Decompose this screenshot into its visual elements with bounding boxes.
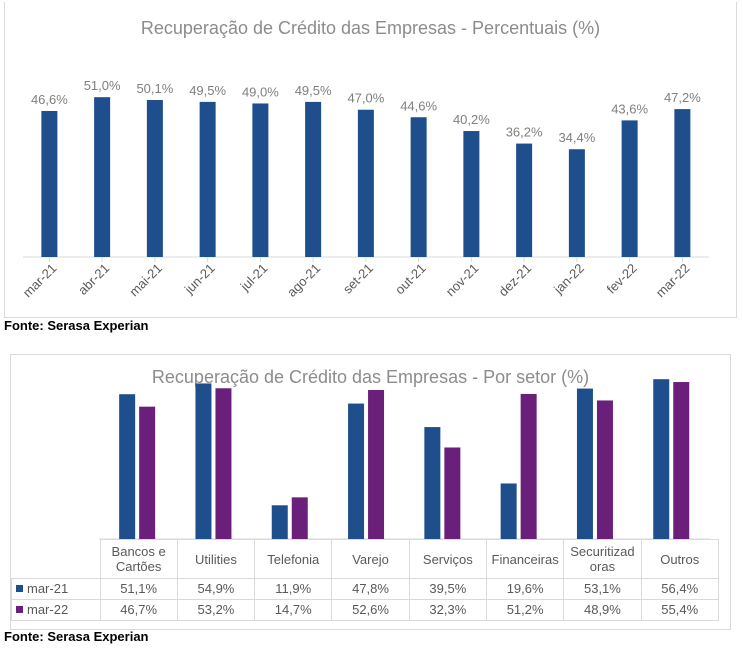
monthly-chart-panel: Recuperação de Crédito das Empresas - Pe…: [4, 2, 737, 318]
category-header-Varejo: Varejo: [331, 539, 410, 579]
bar-mar-21-Telefonia: [271, 505, 288, 539]
category-header-Securitizadoras: Securitizad oras: [563, 539, 642, 579]
data-label-set-21: 47,0%: [347, 91, 384, 106]
category-header-row: Bancos e Cartões Utilities Telefonia Varejo S…: [12, 539, 719, 579]
bar-mar-22-Telefonia: [291, 497, 308, 539]
x-tick-label-mar-21: mar-21: [20, 261, 60, 301]
bar-mar-22-Bancos e Cartões: [139, 406, 156, 539]
legend-entry-mar-21: mar-21: [11, 578, 101, 600]
data-label-fev-22: 43,6%: [611, 101, 648, 116]
table-cell-mar-21-Varejo: 47,8%: [331, 578, 410, 600]
x-tick-label-nov-21: nov-21: [443, 261, 482, 300]
data-label-nov-21: 40,2%: [453, 112, 490, 127]
x-tick-label-dez-21: dez-21: [496, 261, 535, 300]
data-label-abr-21: 51,0%: [84, 78, 121, 93]
legend-entry-mar-22: mar-22: [11, 599, 101, 621]
bar-nov-21: [463, 131, 480, 257]
table-cell-mar-22-Financeiras: 51,2%: [485, 599, 565, 621]
bar-mar-21-Securitizadoras: [576, 388, 593, 539]
bar-mar-21-Varejo: [348, 403, 365, 539]
bar-mar-21-Utilities: [195, 383, 212, 539]
data-label-mai-21: 50,1%: [136, 81, 173, 96]
table-cell-mar-22-Bancos e Cartões: 46,7%: [99, 599, 178, 621]
x-tick-label-mai-21: mai-21: [126, 261, 165, 300]
table-cell-mar-22-Utilities: 53,2%: [176, 599, 256, 621]
data-label-mar-21: 46,6%: [31, 92, 68, 107]
table-cell-mar-21-Financeiras: 19,6%: [485, 578, 565, 600]
category-header-Outros: Outros: [640, 539, 719, 579]
x-tick-label-fev-22: fev-22: [604, 261, 640, 297]
bar-mar-21: [41, 110, 58, 257]
bar-jun-21: [199, 101, 216, 258]
table-cell-mar-21-Bancos e Cartões: 51,1%: [99, 578, 178, 600]
bar-mar-21-Financeiras: [500, 483, 517, 539]
legend-swatch: [16, 585, 23, 593]
legend-swatch: [16, 606, 23, 614]
bar-fev-22: [621, 120, 638, 258]
table-cell-mar-22-Varejo: 52,6%: [331, 599, 410, 621]
bar-jul-21: [252, 103, 269, 257]
table-cell-mar-22-Serviços: 32,3%: [408, 599, 487, 621]
bar-mar-21-Serviços: [424, 427, 441, 539]
bar-mar-22: [674, 109, 691, 258]
data-label-jun-21: 49,5%: [189, 83, 226, 98]
category-header-Bancos e Cartões: Bancos e Cartões: [99, 539, 178, 579]
x-tick-label-ago-21: ago-21: [284, 261, 323, 300]
data-label-ago-21: 49,5%: [295, 83, 332, 98]
bar-jan-22: [568, 149, 585, 257]
sector-chart-title: Recuperação de Crédito das Empresas - Po…: [151, 367, 590, 387]
category-header-Telefonia: Telefonia: [254, 539, 333, 579]
bar-set-21: [357, 109, 374, 257]
x-tick-label-abr-21: abr-21: [75, 261, 112, 298]
bar-abr-21: [94, 97, 111, 257]
sector-bar-chart: [99, 379, 710, 540]
data-label-jul-21: 49,0%: [242, 84, 279, 99]
bar-mar-22-Securitizadoras: [596, 400, 613, 539]
sector-chart-panel: Recuperação de Crédito das Empresas - Po…: [10, 354, 731, 630]
series-row-mar-22: mar-22 46,7% 53,2% 14,7% 52,6% 32,3% 51,2% 48,9…: [11, 599, 719, 621]
monthly-bar-chart: 46,6% mar-21 51,0% abr-21 50,1% mai-21 49,5% ju…: [20, 78, 709, 301]
table-cell-mar-21-Securitizadoras: 53,1%: [563, 578, 642, 600]
x-tick-label-jan-22: jan-22: [550, 261, 587, 298]
sector-data-table: Bancos e Cartões Utilities Telefonia Varejo S…: [11, 539, 719, 621]
bar-mar-22-Varejo: [368, 389, 385, 539]
table-cell-mar-21-Serviços: 39,5%: [408, 578, 487, 600]
category-header-Serviços: Serviços: [408, 539, 487, 579]
table-cell-mar-21-Telefonia: 11,9%: [254, 578, 333, 600]
table-cell-mar-21-Utilities: 54,9%: [176, 578, 256, 600]
category-header-Utilities: Utilities: [176, 539, 256, 579]
bar-mar-22-Serviços: [444, 447, 461, 539]
table-cell-mar-22-Securitizadoras: 48,9%: [563, 599, 642, 621]
bar-mai-21: [146, 100, 163, 258]
table-cell-mar-21-Outros: 56,4%: [640, 578, 719, 600]
x-tick-label-jun-21: jun-21: [181, 261, 218, 298]
source-note-2: Fonte: Serasa Experian: [4, 629, 149, 644]
data-label-out-21: 44,6%: [400, 98, 437, 113]
bar-mar-21-Bancos e Cartões: [119, 394, 136, 539]
monthly-chart-title: Recuperação de Crédito das Empresas - Pe…: [140, 18, 601, 38]
x-tick-label-jul-21: jul-21: [237, 261, 271, 295]
bar-mar-22-Financeiras: [520, 393, 537, 539]
bar-ago-21: [305, 101, 322, 258]
source-note-1: Fonte: Serasa Experian: [4, 318, 149, 333]
x-tick-label-set-21: set-21: [340, 261, 376, 297]
series-row-mar-21: mar-21 51,1% 54,9% 11,9% 47,8% 39,5% 19,6% 53,1…: [11, 578, 719, 600]
bar-out-21: [410, 117, 427, 258]
data-label-mar-22: 47,2%: [664, 90, 701, 105]
bar-dez-21: [516, 143, 533, 257]
x-tick-label-mar-22: mar-22: [653, 261, 693, 301]
data-label-jan-22: 34,4%: [558, 130, 595, 145]
category-header-Financeiras: Financeiras: [485, 539, 565, 579]
table-cell-mar-22-Telefonia: 14,7%: [254, 599, 333, 621]
x-tick-label-out-21: out-21: [392, 261, 429, 298]
data-label-dez-21: 36,2%: [506, 125, 543, 140]
table-cell-mar-22-Outros: 55,4%: [640, 599, 719, 621]
bar-mar-22-Utilities: [215, 388, 232, 539]
bar-mar-22-Outros: [673, 382, 690, 539]
bar-mar-21-Outros: [653, 379, 670, 539]
